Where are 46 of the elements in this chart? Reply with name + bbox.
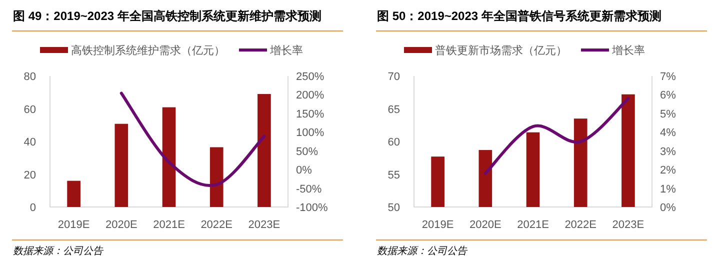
y-tick-label: 0 [30,202,36,214]
y-tick-label: 50 [388,202,400,214]
y2-tick-label: 1% [660,183,676,196]
x-tick-label: 2022E [564,219,597,231]
y2-tick-label: -100% [296,202,328,214]
y2-tick-label: 150% [296,108,324,120]
y2-tick-label: 0% [296,164,312,177]
legend-label: 增长率 [611,44,645,57]
y-tick-label: 70 [388,71,400,83]
x-tick-label: 2019E [58,219,90,231]
y2-tick-label: 6% [660,90,676,102]
y2-tick-label: 250% [296,71,324,83]
x-tick-label: 2019E [422,219,454,231]
line-series [120,92,266,187]
x-tick-label: 2023E [612,219,644,231]
y-tick-label: 60 [24,104,36,116]
y-tick-label: 80 [24,71,36,83]
y2-tick-label: 3% [660,146,676,158]
y-tick-label: 55 [388,169,400,182]
y-tick-label: 60 [388,136,400,148]
y2-tick-label: 200% [296,90,324,102]
x-tick-label: 2020E [105,219,138,231]
y2-tick-label: 100% [296,127,324,140]
y2-tick-label: 7% [660,71,676,83]
chart-title: 图 49：2019~2023 年全国高铁控制系统更新维护需求预测 [13,9,322,23]
y2-tick-label: 2% [660,164,676,177]
chart-title: 图 50：2019~2023 年全国普铁信号系统更新需求预测 [377,9,662,23]
y2-tick-label: 4% [660,127,676,140]
y-tick-label: 20 [24,169,36,182]
y2-tick-label: 50% [296,146,318,158]
y2-tick-label: -50% [296,183,322,196]
legend-label: 增长率 [269,44,303,57]
source-note: 数据来源：公司公告 [13,245,104,257]
x-tick-label: 2022E [200,219,233,231]
y-tick-label: 40 [24,136,36,148]
x-tick-label: 2020E [469,219,502,231]
legend-label: 高铁控制系统维护需求（亿元） [71,44,225,57]
legend-label: 普铁更新市场需求（亿元） [435,44,567,57]
source-note: 数据来源：公司公告 [377,245,468,257]
x-tick-label: 2021E [517,219,549,231]
y-tick-label: 65 [388,104,400,116]
x-tick-label: 2021E [153,219,185,231]
y2-tick-label: 5% [660,108,676,120]
y2-tick-label: 0% [660,202,676,214]
x-tick-label: 2023E [248,219,280,231]
line-series [484,96,630,175]
